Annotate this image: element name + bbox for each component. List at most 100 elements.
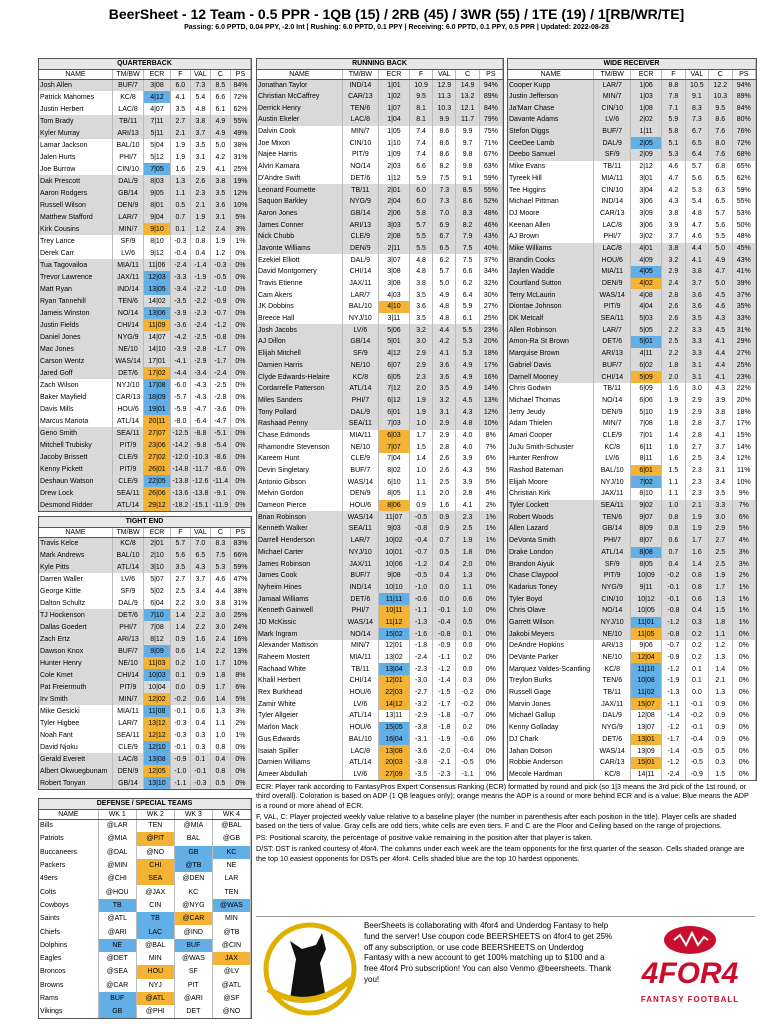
- cell: 0%: [732, 640, 757, 652]
- cell: 2.9: [685, 406, 710, 418]
- row: Eagles @DET MIN @WAS JAX: [39, 951, 252, 966]
- cell: 4.8: [409, 254, 434, 266]
- name-cell: Ryan Tannehill: [39, 295, 113, 307]
- name-cell: Cam Akers: [257, 289, 343, 302]
- cell: LAR/7: [112, 717, 145, 729]
- name-cell: Courtland Sutton: [508, 277, 595, 290]
- cell: MIA/11: [112, 259, 145, 271]
- cell: PHI/7: [342, 604, 379, 617]
- name-cell: Tua Tagovailoa: [39, 259, 113, 271]
- cell: MIN: [212, 912, 252, 926]
- cell: 47%: [230, 573, 252, 585]
- cell: 11|03: [143, 657, 171, 669]
- cell: NO/14: [112, 307, 145, 319]
- cell: 2.5: [685, 453, 710, 465]
- name-cell: Packers: [39, 858, 99, 873]
- cell: 0%: [479, 558, 504, 570]
- cell: 0.1: [170, 223, 191, 235]
- cell: MIN/7: [342, 125, 379, 138]
- cell: 3.5: [708, 488, 733, 500]
- row: Broncos @SEA HOU SF @LV: [39, 965, 252, 979]
- cell: 10%: [230, 199, 252, 211]
- name-cell: Tyreek Hill: [508, 172, 595, 185]
- cell: 1.8: [455, 546, 480, 559]
- name-cell: Drew Lock: [39, 487, 113, 499]
- logo-sub: FANTASY FOOTBALL: [640, 995, 740, 1004]
- cell: 0%: [479, 640, 504, 652]
- cell: 2.9: [661, 266, 686, 278]
- cell: HOU/6: [342, 721, 379, 734]
- column-header: ECR: [378, 69, 410, 80]
- cell: 0%: [230, 343, 252, 355]
- name-cell: Drake London: [508, 546, 595, 559]
- cell: 1.6: [661, 453, 686, 465]
- cell: 7.0: [190, 537, 211, 549]
- name-cell: Trey Lance: [39, 235, 113, 247]
- cell: -0.1: [190, 765, 211, 777]
- row: Dalvin Cook MIN/7 1|05 7.4 8.6 9.9 75%: [257, 125, 504, 138]
- cell: 8.1: [409, 114, 434, 126]
- cell: 34%: [479, 266, 504, 278]
- name-cell: Josh Allen: [39, 79, 113, 91]
- row: Joe Mixon CIN/10 1|10 7.4 8.6 9.7 71%: [257, 137, 504, 150]
- cell: 5.3: [455, 347, 480, 360]
- row: Marcus Mariota ATL/14 20|11 -8.0 -6.4 -4.7 0%: [39, 415, 252, 427]
- cell: 15|07: [630, 698, 663, 711]
- row: Aaron Rodgers GB/14 9|05 1.1 2.3 3.5 12%: [39, 187, 252, 199]
- cell: 0%: [230, 307, 252, 319]
- cell: 5.7: [685, 160, 710, 173]
- row: Aaron Jones GB/14 2|06 5.8 7.0 8.3 48%: [257, 207, 504, 220]
- cell: 0%: [230, 463, 252, 475]
- cell: -1.7: [432, 698, 457, 711]
- cell: 7.3: [432, 195, 457, 208]
- qb-table: QUARTERBACK NAME TM/BW ECR F VAL C PS Josh Allen…: [38, 58, 252, 512]
- cell: 8|05: [378, 488, 410, 500]
- cell: 1.9: [409, 406, 434, 418]
- name-cell: George Kittle: [39, 585, 113, 597]
- row: AJ Brown PHI/7 3|02 3.7 4.6 5.5 48%: [508, 230, 757, 243]
- row: Terry McLaurin WAS/14 4|08 2.8 3.6 4.5 37%: [508, 289, 757, 302]
- row: CeeDee Lamb DAL/9 2|05 5.1 6.5 8.0 72%: [508, 137, 757, 150]
- cell: 0.8: [210, 741, 231, 753]
- cell: 4|02: [630, 277, 663, 290]
- cell: MIN/7: [342, 640, 379, 652]
- cell: LAR/7: [342, 289, 379, 302]
- cell: PHI/7: [342, 394, 379, 407]
- row: Saquon Barkley NYG/9 2|04 6.0 7.3 8.6 52%: [257, 195, 504, 208]
- cell: TEN/6: [593, 511, 631, 524]
- cell: 1.9: [210, 235, 231, 247]
- cell: 2.5: [661, 336, 686, 348]
- name-cell: Tyler Allgeier: [257, 710, 343, 722]
- cell: 7.3: [432, 184, 457, 196]
- cell: @LV: [212, 965, 252, 979]
- row: Tyler Boyd CIN/10 10|12 -0.1 0.6 1.3 1%: [508, 593, 757, 605]
- name-cell: Zach Wilson: [39, 379, 113, 391]
- cell: 4.5: [708, 324, 733, 337]
- cell: -1.2: [661, 721, 686, 734]
- cell: 1.1: [661, 488, 686, 500]
- column-header: VAL: [432, 69, 457, 80]
- cell: 2.3: [685, 488, 710, 500]
- cell: 59%: [732, 184, 757, 196]
- cell: 15|01: [630, 756, 663, 769]
- header-row: NAME TM/BW ECR F VAL C PS: [39, 69, 252, 80]
- cell: CAR/13: [342, 90, 379, 103]
- cell: 2.7: [685, 441, 710, 453]
- cell: 6|05: [378, 371, 410, 383]
- cell: 9|03: [378, 523, 410, 535]
- cell: -4.4: [170, 367, 191, 379]
- row: Pat Freiermuth PIT/9 10|04 0.0 0.9 1.7 6%: [39, 681, 252, 693]
- cell: 11%: [732, 464, 757, 477]
- cell: -0.2: [685, 710, 710, 722]
- cell: TB/11: [342, 184, 379, 196]
- cell: KC/8: [342, 371, 379, 383]
- cell: 65%: [732, 160, 757, 173]
- cell: 2.4: [210, 633, 231, 645]
- cell: -1.0: [170, 765, 191, 777]
- name-cell: Tony Pollard: [257, 406, 343, 418]
- cell: 5|01: [378, 336, 410, 348]
- cell: 0%: [732, 710, 757, 722]
- cell: @HOU: [98, 885, 137, 899]
- cell: 2|09: [630, 149, 663, 161]
- row: Cole Kmet CHI/14 10|03 0.1 0.9 1.8 8%: [39, 669, 252, 681]
